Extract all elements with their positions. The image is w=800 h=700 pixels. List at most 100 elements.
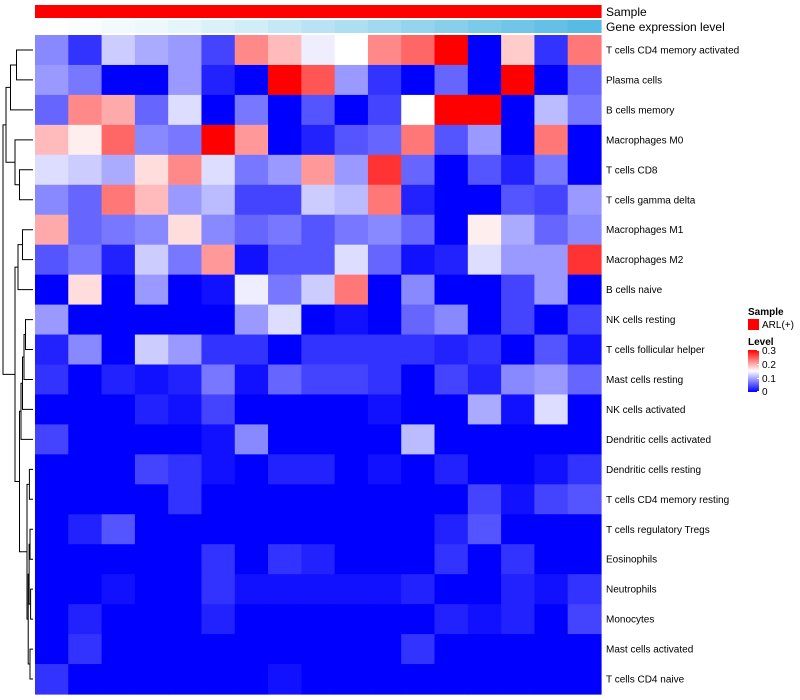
heatmap-cell: [467, 394, 502, 426]
annotation-cell: [134, 20, 169, 33]
annotation-cell: [401, 5, 436, 18]
heatmap-cell: [234, 214, 269, 246]
row-label: Macrophages M1: [606, 225, 684, 236]
heatmap-cell: [467, 604, 502, 635]
heatmap-cell: [68, 35, 103, 66]
heatmap-cell: [401, 154, 436, 186]
annotation-cell: [168, 20, 203, 33]
heatmap-cell: [301, 274, 336, 306]
legend-tick-label: 0: [762, 387, 768, 398]
heatmap-cell: [168, 214, 203, 246]
heatmap-cell: [334, 304, 369, 336]
heatmap-cell: [268, 35, 302, 66]
heatmap-cell: [567, 664, 602, 695]
heatmap-cell: [268, 424, 302, 455]
annotation-cell: [434, 5, 469, 18]
heatmap-cell: [35, 454, 69, 485]
heatmap-cell: [101, 154, 136, 186]
heatmap-cell: [434, 394, 469, 426]
heatmap-cell: [467, 94, 502, 126]
heatmap-cell: [501, 214, 536, 246]
annotation-cell: [68, 5, 103, 18]
heatmap-cell: [567, 214, 602, 246]
annotation-cell: [268, 5, 302, 18]
heatmap-cell: [367, 64, 402, 96]
heatmap-cell: [35, 514, 69, 545]
heatmap-cell: [268, 484, 302, 515]
heatmap-cell: [268, 634, 302, 665]
row-label: T cells gamma delta: [606, 195, 696, 206]
heatmap-cell: [35, 604, 69, 635]
heatmap-cell: [201, 274, 236, 306]
annotation-cell: [101, 5, 136, 18]
heatmap-cell: [534, 184, 569, 216]
heatmap-cell: [467, 214, 502, 246]
heatmap-cells: [35, 35, 602, 695]
heatmap-cell: [334, 544, 369, 575]
annotation-cell: [201, 5, 236, 18]
heatmap-cell: [334, 364, 369, 396]
heatmap-cell: [301, 454, 336, 485]
dendrogram-branch: [2, 124, 15, 375]
heatmap-cell: [567, 304, 602, 336]
heatmap-cell: [567, 184, 602, 216]
heatmap-cell: [168, 484, 203, 515]
heatmap-cell: [101, 574, 136, 605]
heatmap-cell: [567, 124, 602, 156]
dendrogram-branch: [14, 139, 33, 186]
heatmap-cell: [301, 154, 336, 186]
heatmap-cell: [567, 244, 602, 276]
heatmap-cell: [334, 214, 369, 246]
heatmap-cell: [101, 124, 136, 156]
heatmap-cell: [301, 124, 336, 156]
heatmap-cell: [367, 664, 402, 695]
dendrogram-branch: [29, 528, 33, 560]
heatmap-cell: [268, 664, 302, 695]
heatmap-cell: [268, 214, 302, 246]
heatmap-cell: [501, 514, 536, 545]
heatmap-cell: [68, 574, 103, 605]
heatmap-cell: [201, 304, 236, 336]
heatmap-cell: [334, 394, 369, 426]
heatmap-cell: [434, 244, 469, 276]
row-label: Monocytes: [606, 615, 654, 626]
heatmap-cell: [434, 484, 469, 515]
heatmap-cell: [434, 94, 469, 126]
heatmap-cell: [434, 544, 469, 575]
heatmap-cell: [234, 64, 269, 96]
heatmap-cell: [434, 634, 469, 665]
heatmap-cell: [268, 364, 302, 396]
heatmap-cell: [35, 634, 69, 665]
heatmap-cell: [168, 35, 203, 66]
heatmap-cell: [367, 334, 402, 366]
heatmap-cell: [567, 514, 602, 545]
heatmap-cell: [201, 334, 236, 366]
heatmap-cell: [467, 304, 502, 336]
heatmap-cell: [68, 394, 103, 426]
heatmap-cell: [168, 244, 203, 276]
heatmap-cell: [168, 274, 203, 306]
dendrogram-branch: [28, 468, 33, 500]
heatmap-cell: [301, 394, 336, 426]
heatmap-cell: [134, 124, 169, 156]
heatmap-cell: [201, 64, 236, 96]
heatmap-cell: [68, 214, 103, 246]
heatmap-cell: [567, 424, 602, 455]
heatmap-cell: [234, 364, 269, 396]
dendrogram-branch: [14, 266, 20, 483]
heatmap-cell: [301, 35, 336, 66]
heatmap-cell: [534, 274, 569, 306]
annotation-cell: [401, 20, 436, 33]
heatmap-cell: [168, 394, 203, 426]
heatmap-cell: [234, 544, 269, 575]
heatmap-cell: [501, 574, 536, 605]
heatmap-cell: [434, 214, 469, 246]
heatmap-cell: [467, 124, 502, 156]
row-label: T cells follicular helper: [606, 345, 705, 356]
heatmap-cell: [168, 664, 203, 695]
heatmap-cell: [234, 394, 269, 426]
heatmap-cell: [467, 454, 502, 485]
heatmap-cell: [268, 454, 302, 485]
annotation-cell: [567, 20, 602, 33]
heatmap-cell: [301, 304, 336, 336]
